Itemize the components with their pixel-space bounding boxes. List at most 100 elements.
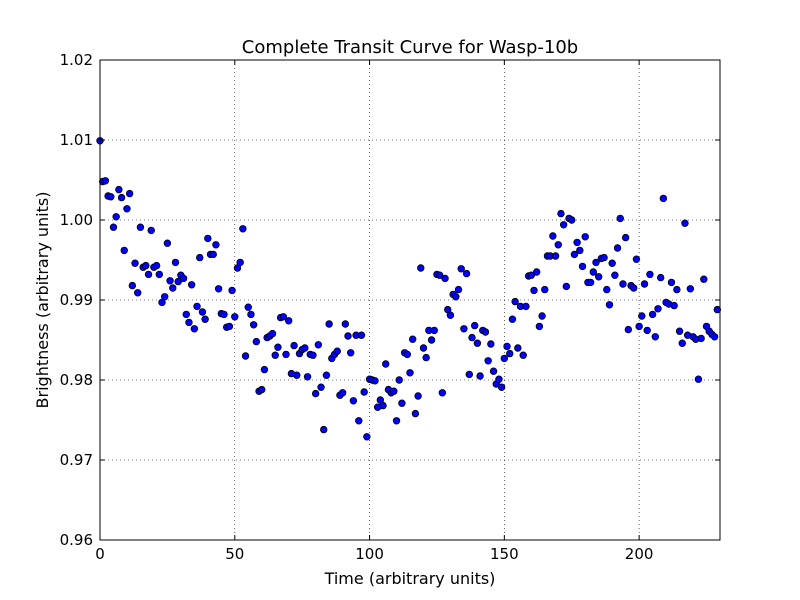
data-point — [303, 373, 312, 381]
y-tick-label: 1.01 — [60, 131, 93, 149]
data-point — [239, 225, 247, 233]
data-point — [136, 223, 145, 231]
data-point — [214, 285, 223, 293]
data-point — [320, 425, 328, 434]
data-point — [182, 310, 190, 319]
data-point — [460, 325, 468, 333]
data-point — [107, 193, 115, 201]
data-point — [349, 397, 358, 405]
data-point — [322, 371, 331, 379]
data-point — [568, 216, 576, 224]
data-point — [549, 232, 557, 240]
data-point — [414, 392, 422, 400]
data-point — [209, 250, 217, 259]
data-point — [190, 325, 199, 333]
data-point — [554, 241, 562, 249]
data-point — [530, 286, 538, 295]
data-point — [241, 352, 250, 360]
data-point — [422, 353, 430, 362]
data-point — [519, 351, 527, 359]
data-point — [406, 369, 414, 377]
y-tick-label: 0.98 — [60, 371, 93, 389]
data-point — [586, 278, 595, 287]
data-point — [497, 383, 506, 391]
data-point — [462, 269, 471, 278]
data-point — [311, 389, 320, 398]
data-point — [557, 209, 565, 218]
data-point — [120, 246, 128, 255]
data-point — [134, 289, 142, 297]
data-point — [403, 350, 412, 359]
data-point — [309, 351, 317, 359]
data-point — [654, 305, 662, 313]
data-point — [700, 275, 708, 283]
data-point — [247, 310, 255, 319]
data-point — [360, 388, 368, 396]
data-point — [201, 315, 209, 323]
data-point — [435, 271, 444, 279]
data-point — [710, 333, 719, 341]
y-tick-label: 1.00 — [60, 211, 93, 229]
data-point — [495, 375, 503, 383]
data-point — [109, 223, 118, 231]
data-point — [632, 255, 641, 263]
data-point — [489, 367, 498, 375]
data-point — [675, 327, 684, 335]
data-point — [640, 280, 649, 288]
data-point — [301, 344, 309, 352]
data-point — [576, 246, 584, 255]
data-point — [231, 313, 239, 321]
data-point — [152, 261, 161, 270]
data-point — [441, 274, 449, 283]
data-point — [678, 339, 686, 347]
data-point — [196, 253, 204, 262]
data-point — [131, 259, 139, 267]
data-point — [117, 193, 126, 202]
data-point — [169, 284, 177, 292]
x-tick-label: 100 — [355, 545, 384, 563]
data-point — [411, 409, 420, 418]
data-point — [317, 383, 325, 391]
data-point — [522, 302, 530, 311]
data-point — [325, 320, 333, 328]
data-point — [594, 273, 603, 281]
data-point — [538, 312, 546, 320]
chart-title: Complete Transit Curve for Wasp-10b — [242, 37, 578, 58]
data-point — [535, 322, 544, 331]
y-tick-label: 0.96 — [60, 531, 93, 549]
data-point — [600, 253, 608, 262]
data-point — [638, 312, 646, 320]
data-points — [96, 137, 722, 441]
data-point — [694, 375, 703, 383]
data-point — [438, 389, 447, 397]
data-point — [314, 341, 323, 349]
data-point — [484, 357, 492, 365]
data-point — [667, 278, 676, 287]
data-point — [225, 322, 234, 331]
data-point — [476, 372, 484, 380]
y-axis-label: Brightness (arbitrary units) — [33, 192, 52, 409]
data-point — [344, 332, 352, 340]
data-point — [398, 399, 406, 407]
data-point — [174, 277, 182, 286]
data-point — [228, 286, 236, 295]
data-point — [395, 376, 403, 384]
data-point — [470, 321, 479, 330]
data-point — [125, 189, 134, 198]
data-point — [115, 185, 123, 194]
data-point — [713, 305, 722, 314]
x-tick-label: 0 — [95, 545, 105, 563]
data-point — [681, 219, 689, 227]
axis-ticks: 0 50 100 150 200 0.96 0.97 0.98 0.99 1.00 1.01 1.02 — [60, 51, 720, 563]
data-point — [605, 301, 614, 309]
data-point — [357, 331, 366, 339]
data-point — [427, 336, 436, 344]
data-point — [500, 354, 509, 363]
x-axis-label: Time (arbitrary units) — [324, 569, 496, 588]
data-point — [468, 333, 476, 342]
data-point — [260, 365, 269, 374]
data-point — [578, 262, 587, 271]
y-tick-label: 0.97 — [60, 451, 93, 469]
